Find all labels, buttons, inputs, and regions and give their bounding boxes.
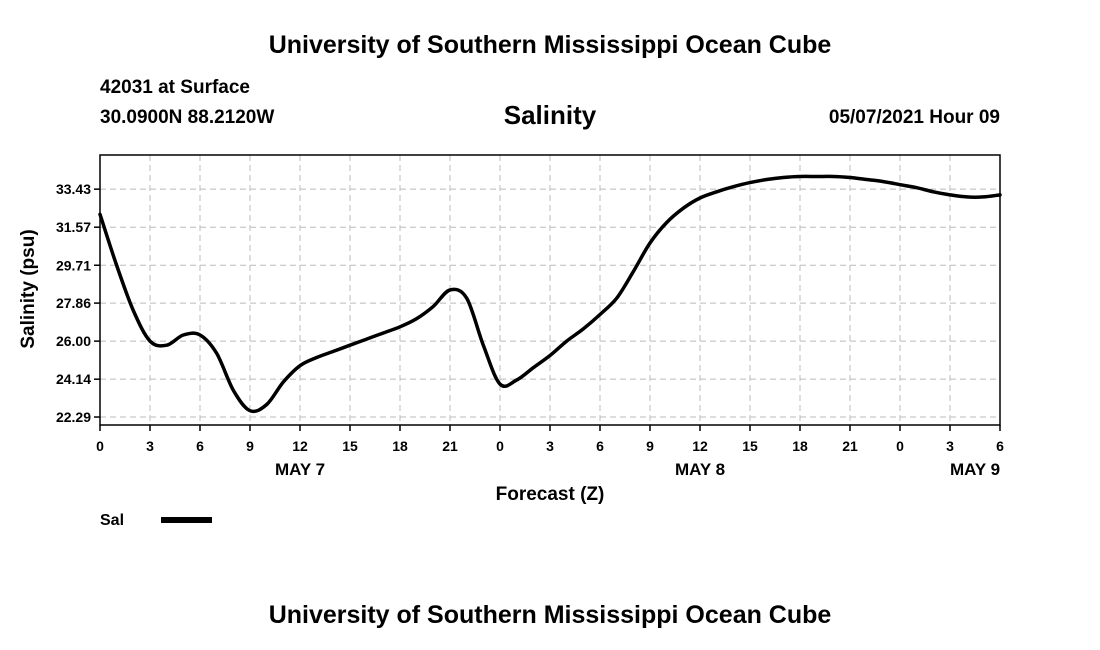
station-label: 42031 at Surface bbox=[100, 77, 250, 98]
x-tick-label: 0 bbox=[96, 438, 104, 454]
grid-lines bbox=[100, 155, 1000, 425]
x-tick-label: 12 bbox=[692, 438, 708, 454]
x-tick-label: 6 bbox=[996, 438, 1004, 454]
chart-title: Salinity bbox=[504, 100, 597, 130]
x-tick-label: 3 bbox=[146, 438, 154, 454]
x-day-label: MAY 7 bbox=[275, 460, 325, 479]
x-axis-label: Forecast (Z) bbox=[496, 484, 605, 505]
x-tick-label: 3 bbox=[946, 438, 954, 454]
x-tick-label: 0 bbox=[896, 438, 904, 454]
x-tick-label: 9 bbox=[646, 438, 654, 454]
bottom-title: University of Southern Mississippi Ocean… bbox=[268, 601, 832, 629]
x-tick-label: 15 bbox=[742, 438, 758, 454]
y-tick-label: 31.57 bbox=[56, 219, 91, 235]
x-tick-label: 6 bbox=[196, 438, 204, 454]
axes: 0 3 6 9 12 15 18 21 0 3 6 9 12 15 18 21 0 3 6 22.29 24.14 26.… bbox=[56, 181, 1004, 479]
x-tick-label: 6 bbox=[596, 438, 604, 454]
top-title: University of Southern Mississippi Ocean… bbox=[268, 31, 832, 59]
y-axis-label: Salinity (psu) bbox=[18, 229, 39, 348]
coordinates-label: 30.0900N 88.2120W bbox=[100, 107, 275, 128]
legend-label: Sal bbox=[100, 512, 124, 529]
y-tick-label: 26.00 bbox=[56, 333, 91, 349]
x-day-label: MAY 8 bbox=[675, 460, 725, 479]
y-tick-label: 33.43 bbox=[56, 181, 91, 197]
x-tick-label: 15 bbox=[342, 438, 358, 454]
y-tick-label: 29.71 bbox=[56, 257, 91, 273]
date-label: 05/07/2021 Hour 09 bbox=[828, 107, 1000, 128]
y-tick-label: 27.86 bbox=[56, 295, 91, 311]
x-tick-label: 9 bbox=[246, 438, 254, 454]
salinity-line bbox=[98, 174, 1002, 414]
x-tick-label: 18 bbox=[792, 438, 808, 454]
x-tick-label: 18 bbox=[392, 438, 408, 454]
x-day-label: MAY 9 bbox=[950, 460, 1000, 479]
y-tick-label: 24.14 bbox=[56, 371, 91, 387]
x-tick-label: 3 bbox=[546, 438, 554, 454]
y-tick-label: 22.29 bbox=[56, 409, 91, 425]
x-tick-label: 21 bbox=[442, 438, 458, 454]
x-tick-label: 12 bbox=[292, 438, 308, 454]
x-tick-label: 21 bbox=[842, 438, 858, 454]
x-tick-label: 0 bbox=[496, 438, 504, 454]
